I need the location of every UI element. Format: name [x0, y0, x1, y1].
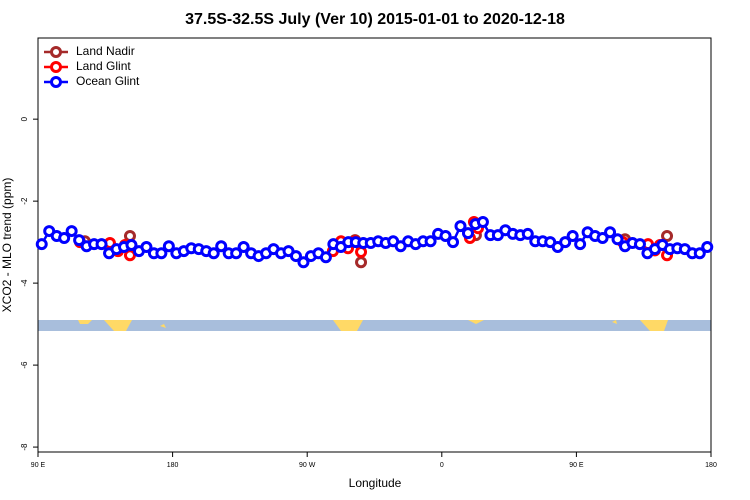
y-axis-label: XCO2 - MLO trend (ppm) [0, 178, 14, 313]
data-point [424, 235, 437, 248]
data-point [566, 229, 579, 242]
legend-marker [50, 76, 62, 88]
data-point [701, 241, 714, 254]
x-tick-label: 180 [705, 462, 717, 469]
data-point [611, 233, 624, 246]
data-point [559, 236, 572, 249]
x-tick-label: 0 [440, 462, 444, 469]
data-point [319, 251, 332, 264]
data-point [289, 250, 302, 263]
data-point [35, 238, 48, 251]
data-point [693, 247, 706, 260]
y-tick-label: -8 [20, 443, 29, 451]
data-point [207, 247, 220, 260]
y-tick-label: -4 [20, 279, 29, 287]
data-point [355, 256, 368, 269]
x-tick-label: 90 W [299, 462, 316, 469]
data-point [439, 229, 452, 242]
data-point [162, 240, 175, 253]
data-point [155, 247, 168, 260]
legend-label: Land Nadir [76, 44, 135, 58]
data-point [596, 232, 609, 245]
data-point [297, 256, 310, 269]
legend-label: Land Glint [76, 59, 131, 73]
data-point [461, 227, 474, 240]
data-point [125, 239, 138, 251]
data-point [521, 227, 534, 240]
data-point [230, 247, 243, 260]
data-point [65, 225, 78, 238]
x-axis-label: Longitude [349, 476, 402, 490]
data-point [633, 238, 646, 251]
y-tick-label: -2 [20, 197, 29, 205]
legend-marker [50, 46, 62, 58]
data-point [574, 238, 587, 251]
data-point [73, 234, 86, 247]
data-point [476, 216, 489, 229]
data-point [95, 238, 108, 251]
y-tick-label: 0 [20, 116, 29, 121]
chart-title: 37.5S-32.5S July (Ver 10) 2015-01-01 to … [185, 11, 565, 28]
data-point [661, 229, 674, 242]
x-tick-label: 90 E [31, 462, 46, 469]
data-point [123, 229, 136, 242]
legend-label: Ocean Glint [76, 74, 140, 88]
data-point [237, 241, 250, 254]
data-point [58, 232, 71, 245]
data-point [447, 236, 460, 249]
y-tick-label: -6 [20, 361, 29, 369]
legend-marker [50, 61, 62, 73]
map-strip [38, 320, 711, 331]
x-tick-label: 90 E [569, 462, 584, 469]
x-tick-label: 180 [167, 462, 179, 469]
data-point [604, 226, 617, 239]
data-point [215, 240, 228, 253]
data-point [454, 220, 467, 233]
data-point [140, 241, 153, 254]
